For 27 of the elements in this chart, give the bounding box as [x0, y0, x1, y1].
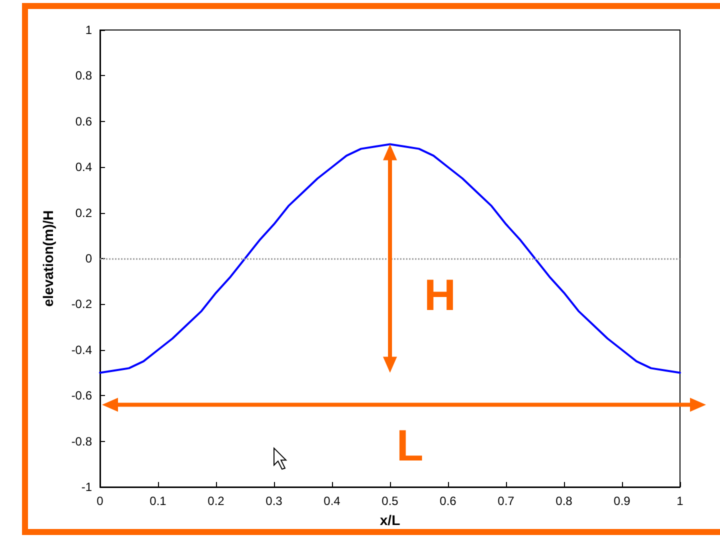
x-tick-label: 0.1 — [150, 494, 167, 508]
y-tick-label: 0.8 — [75, 68, 92, 83]
y-tick-label: 0.4 — [75, 160, 92, 174]
y-tick-label: -0.8 — [71, 434, 92, 448]
annotation: H — [424, 271, 456, 320]
x-tick-label: 0.6 — [440, 494, 457, 508]
x-tick-label: 0.5 — [382, 494, 399, 508]
x-tick-label: 0.4 — [324, 494, 341, 508]
y-tick-label: 1 — [85, 23, 92, 37]
y-tick-label: 0 — [85, 252, 92, 266]
x-tick-label: 0.8 — [556, 494, 573, 508]
x-tick-label: 0.9 — [614, 494, 631, 508]
y-tick-label: 0.6 — [75, 114, 92, 128]
x-tick-label: 0.3 — [266, 494, 283, 508]
x-tick-label: 0.7 — [498, 494, 515, 508]
y-tick-label: 0.2 — [75, 206, 92, 220]
y-tick-label: -1 — [81, 480, 92, 494]
annotation: L — [396, 421, 424, 470]
x-tick-label: 0 — [96, 494, 104, 508]
y-tick-label: -0.6 — [71, 388, 92, 403]
y-tick-label: -0.2 — [71, 297, 92, 312]
x-tick-label: 0.2 — [208, 494, 225, 508]
x-axis-title: x/L — [380, 512, 401, 528]
line-series — [99, 143, 681, 374]
y-tick-label: -0.4 — [71, 342, 92, 357]
x-tick-label: 1 — [676, 494, 684, 508]
y-axis-title: elevation(m)/H — [40, 210, 56, 307]
